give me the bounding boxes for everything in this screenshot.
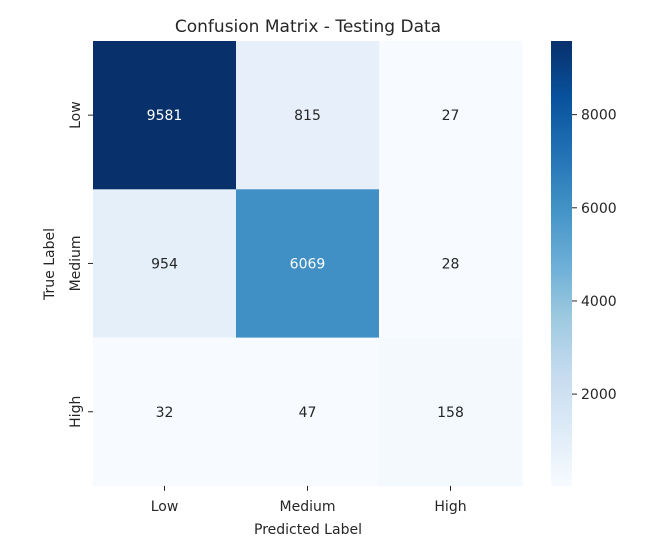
colorbar-tick-label: 8000	[581, 108, 617, 124]
heatmap-cells	[93, 41, 523, 487]
chart-title: Confusion Matrix - Testing Data	[175, 17, 441, 37]
heatmap-cell	[379, 337, 523, 487]
heatmap-cell-value: 27	[442, 108, 460, 124]
heatmap-cell-value: 815	[294, 108, 321, 124]
heatmap-cell-labels: 9581 815 27 954 6069 28 32 47 158	[147, 108, 464, 421]
heatmap-cell-value: 158	[437, 405, 464, 421]
colorbar-tick-label: 4000	[581, 294, 617, 310]
y-axis-label: True Label	[42, 228, 58, 301]
heatmap-cell	[236, 189, 380, 339]
heatmap-cell	[236, 337, 380, 487]
x-tick-label: Medium	[280, 499, 336, 515]
heatmap-cell-value: 954	[151, 256, 178, 272]
x-tick-label: Low	[151, 499, 179, 515]
colorbar-tick-label: 2000	[581, 387, 617, 403]
x-axis-label: Predicted Label	[254, 522, 362, 538]
heatmap-cell	[93, 337, 237, 487]
heatmap-cell-value: 47	[299, 405, 317, 421]
y-tick-label: Medium	[68, 235, 84, 291]
heatmap-cell-value: 28	[442, 256, 460, 272]
heatmap-cell	[93, 41, 237, 190]
colorbar	[551, 41, 572, 486]
x-tick-label: High	[434, 499, 466, 515]
heatmap-cell-value: 32	[156, 405, 174, 421]
heatmap-cell	[236, 41, 380, 190]
heatmap-cell-value: 9581	[147, 108, 183, 124]
heatmap-cell-value: 6069	[290, 256, 326, 272]
x-axis-ticks: Low Medium High	[151, 485, 467, 515]
y-tick-label: Low	[68, 101, 84, 129]
heatmap-cell	[93, 189, 237, 339]
y-tick-label: High	[68, 396, 84, 428]
colorbar-tick-label: 6000	[581, 201, 617, 217]
heatmap-cell	[379, 41, 523, 190]
y-axis-ticks: Low Medium High	[68, 101, 93, 428]
heatmap-cell	[379, 189, 523, 339]
colorbar-ticks: 2000 4000 6000 8000	[572, 108, 617, 403]
